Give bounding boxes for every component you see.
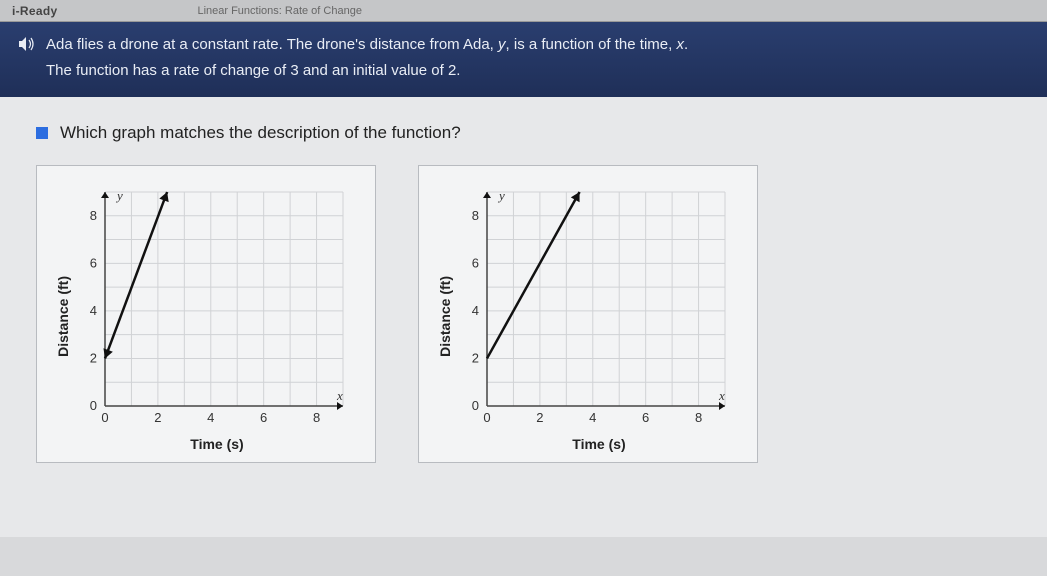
svg-text:6: 6 xyxy=(90,255,97,270)
chart-b-xlabel: Time (s) xyxy=(572,436,625,452)
svg-text:y: y xyxy=(497,188,505,203)
svg-text:0: 0 xyxy=(472,398,479,413)
question-text: Which graph matches the description of t… xyxy=(60,123,461,143)
svg-text:y: y xyxy=(115,188,123,203)
svg-text:6: 6 xyxy=(472,255,479,270)
svg-text:2: 2 xyxy=(154,410,161,425)
svg-text:x: x xyxy=(336,388,343,403)
svg-text:4: 4 xyxy=(472,303,479,318)
svg-text:2: 2 xyxy=(536,410,543,425)
svg-text:6: 6 xyxy=(260,410,267,425)
bullet-icon xyxy=(36,127,48,139)
audio-icon[interactable] xyxy=(18,36,36,52)
svg-text:4: 4 xyxy=(90,303,97,318)
svg-text:4: 4 xyxy=(207,410,214,425)
svg-text:8: 8 xyxy=(313,410,320,425)
problem-text: Ada flies a drone at a constant rate. Th… xyxy=(46,32,688,83)
chart-a-inner: 0 2 4 6 8 0 2 4 6 8 y x Time (s) xyxy=(77,180,357,452)
question-row: Which graph matches the description of t… xyxy=(36,123,1011,143)
answer-choice-b[interactable]: Distance (ft) 0 2 4 6 8 0 2 4 6 8 y x Time (s) xyxy=(418,165,758,463)
svg-text:0: 0 xyxy=(90,398,97,413)
svg-text:2: 2 xyxy=(90,350,97,365)
problem-line1-end: . xyxy=(684,36,688,53)
chart-a-plot: 0 2 4 6 8 0 2 4 6 8 y x xyxy=(77,180,357,430)
svg-text:4: 4 xyxy=(589,410,596,425)
chart-b-ylabel: Distance (ft) xyxy=(437,276,453,357)
chart-b-plot: 0 2 4 6 8 0 2 4 6 8 y x xyxy=(459,180,739,430)
svg-text:8: 8 xyxy=(472,208,479,223)
svg-text:8: 8 xyxy=(695,410,702,425)
svg-text:x: x xyxy=(718,388,725,403)
var-x: x xyxy=(676,36,684,53)
svg-text:6: 6 xyxy=(642,410,649,425)
problem-banner: Ada flies a drone at a constant rate. Th… xyxy=(0,22,1047,97)
svg-text:2: 2 xyxy=(472,350,479,365)
answer-choices: Distance (ft) 0 2 4 6 8 0 2 4 6 8 y x Time (s) Dist… xyxy=(36,165,1011,463)
answer-choice-a[interactable]: Distance (ft) 0 2 4 6 8 0 2 4 6 8 y x Time (s) xyxy=(36,165,376,463)
chart-a-xlabel: Time (s) xyxy=(190,436,243,452)
problem-line2: The function has a rate of change of 3 a… xyxy=(46,62,460,79)
chart-b-inner: 0 2 4 6 8 0 2 4 6 8 y x Time (s) xyxy=(459,180,739,452)
svg-text:0: 0 xyxy=(483,410,490,425)
app-topbar: i-Ready Linear Functions: Rate of Change xyxy=(0,0,1047,22)
var-y: y xyxy=(498,36,506,53)
content-area: Which graph matches the description of t… xyxy=(0,97,1047,537)
svg-text:0: 0 xyxy=(101,410,108,425)
app-root: i-Ready Linear Functions: Rate of Change… xyxy=(0,0,1047,576)
svg-text:8: 8 xyxy=(90,208,97,223)
problem-line1-mid: , is a function of the time, xyxy=(506,36,677,53)
lesson-title: Linear Functions: Rate of Change xyxy=(197,5,362,17)
brand-label: i-Ready xyxy=(12,4,57,18)
problem-line1-pre: Ada flies a drone at a constant rate. Th… xyxy=(46,36,498,53)
chart-a-ylabel: Distance (ft) xyxy=(55,276,71,357)
